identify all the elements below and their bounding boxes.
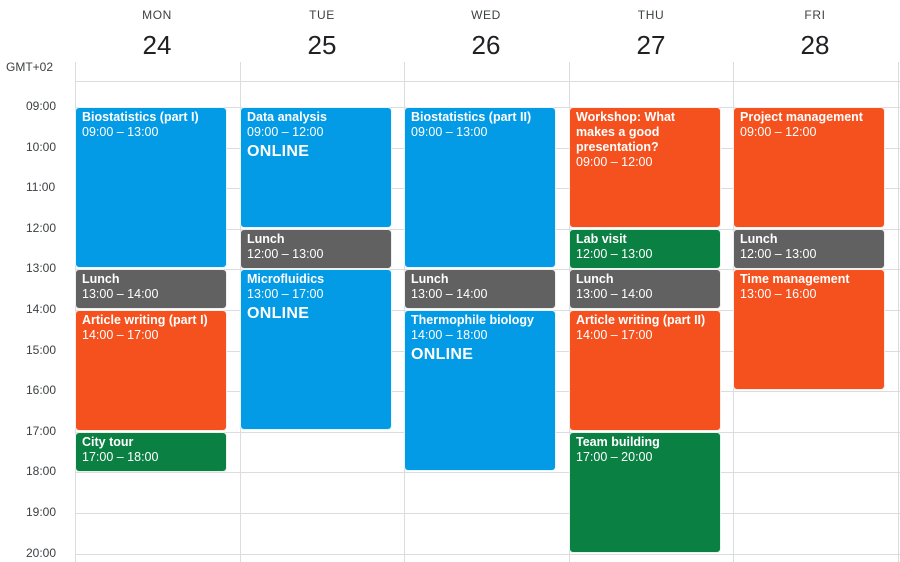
- event-title: Article writing (part I): [82, 313, 208, 327]
- calendar-event[interactable]: Biostatistics (part II) 09:00 – 13:00: [404, 107, 556, 268]
- hour-label: 16:00: [26, 383, 57, 397]
- event-online-badge: ONLINE: [247, 143, 310, 160]
- day-header[interactable]: MON 24: [75, 0, 239, 70]
- event-time: 09:00 – 12:00: [740, 125, 817, 139]
- event-title: Thermophile biology: [411, 313, 534, 327]
- event-time: 09:00 – 13:00: [82, 125, 159, 139]
- event-title: Lunch: [247, 232, 285, 246]
- hour-label: 20:00: [26, 546, 57, 560]
- event-title: Microfluidics: [247, 272, 325, 286]
- event-title: Workshop: What makes a good presentation…: [576, 110, 676, 154]
- hour-label: 14:00: [26, 302, 57, 316]
- event-title: Data analysis: [247, 110, 327, 124]
- event-time: 13:00 – 14:00: [411, 287, 488, 301]
- calendar-event[interactable]: Article writing (part II) 14:00 – 17:00: [569, 310, 721, 431]
- event-title: Time management: [740, 272, 850, 286]
- hour-label: 12:00: [26, 221, 57, 235]
- calendar-event[interactable]: Lunch 12:00 – 13:00: [733, 229, 885, 269]
- hour-label: 15:00: [26, 343, 57, 357]
- hour-label: 13:00: [26, 261, 57, 275]
- day-column-divider: [898, 62, 899, 562]
- hour-label: 19:00: [26, 505, 57, 519]
- event-time: 13:00 – 17:00: [247, 287, 324, 301]
- timezone-label: GMT+02: [6, 60, 54, 74]
- day-header[interactable]: TUE 25: [240, 0, 404, 70]
- day-number[interactable]: 25: [307, 30, 337, 60]
- calendar-event[interactable]: Lunch 13:00 – 14:00: [569, 269, 721, 309]
- event-title: Lunch: [740, 232, 778, 246]
- calendar-event[interactable]: Lab visit 12:00 – 13:00: [569, 229, 721, 269]
- event-time: 12:00 – 13:00: [247, 247, 324, 261]
- day-name: FRI: [804, 8, 826, 22]
- event-title: Team building: [576, 435, 660, 449]
- calendar-event[interactable]: Time management 13:00 – 16:00: [733, 269, 885, 390]
- hour-label: 18:00: [26, 464, 57, 478]
- hour-label: 17:00: [26, 424, 57, 438]
- hour-label: 09:00: [26, 99, 57, 113]
- hour-gridline: [75, 554, 900, 555]
- event-time: 13:00 – 14:00: [82, 287, 159, 301]
- event-title: Lunch: [411, 272, 449, 286]
- event-time: 09:00 – 12:00: [576, 155, 653, 169]
- hour-label: 11:00: [26, 180, 56, 194]
- day-name: TUE: [309, 8, 335, 22]
- event-title: Biostatistics (part I): [82, 110, 199, 124]
- event-title: City tour: [82, 435, 134, 449]
- calendar-event[interactable]: Data analysis 09:00 – 12:00 ONLINE: [240, 107, 392, 228]
- calendar-event[interactable]: Workshop: What makes a good presentation…: [569, 107, 721, 228]
- day-header[interactable]: WED 26: [404, 0, 568, 70]
- event-time: 14:00 – 17:00: [576, 328, 653, 342]
- event-time: 12:00 – 13:00: [576, 247, 653, 261]
- event-time: 14:00 – 17:00: [82, 328, 159, 342]
- event-time: 09:00 – 12:00: [247, 125, 324, 139]
- event-time: 12:00 – 13:00: [740, 247, 817, 261]
- calendar-event[interactable]: Team building 17:00 – 20:00: [569, 432, 721, 553]
- calendar-event[interactable]: Project management 09:00 – 12:00: [733, 107, 885, 228]
- event-title: Article writing (part II): [576, 313, 706, 327]
- event-title: Lab visit: [576, 232, 627, 246]
- event-title: Biostatistics (part II): [411, 110, 532, 124]
- calendar-event[interactable]: Thermophile biology 14:00 – 18:00 ONLINE: [404, 310, 556, 471]
- event-title: Lunch: [82, 272, 120, 286]
- calendar-event[interactable]: Lunch 13:00 – 14:00: [75, 269, 227, 309]
- day-number[interactable]: 28: [800, 30, 830, 60]
- day-number[interactable]: 27: [636, 30, 666, 60]
- event-title: Lunch: [576, 272, 614, 286]
- day-header[interactable]: FRI 28: [733, 0, 897, 70]
- header-divider: [75, 81, 900, 82]
- calendar-event[interactable]: Microfluidics 13:00 – 17:00 ONLINE: [240, 269, 392, 430]
- event-online-badge: ONLINE: [247, 305, 310, 322]
- day-name: MON: [142, 8, 172, 22]
- event-time: 09:00 – 13:00: [411, 125, 488, 139]
- calendar-event[interactable]: Article writing (part I) 14:00 – 17:00: [75, 310, 227, 431]
- day-number[interactable]: 26: [471, 30, 501, 60]
- day-name: WED: [471, 8, 501, 22]
- event-time: 13:00 – 16:00: [740, 287, 817, 301]
- day-header[interactable]: THU 27: [569, 0, 733, 70]
- event-time: 14:00 – 18:00: [411, 328, 488, 342]
- event-online-badge: ONLINE: [411, 346, 474, 363]
- day-name: THU: [637, 8, 665, 22]
- calendar-event[interactable]: Biostatistics (part I) 09:00 – 13:00: [75, 107, 227, 268]
- calendar-event[interactable]: Lunch 12:00 – 13:00: [240, 229, 392, 269]
- event-time: 13:00 – 14:00: [576, 287, 653, 301]
- hour-gridline: [75, 472, 900, 473]
- day-number[interactable]: 24: [142, 30, 172, 60]
- event-time: 17:00 – 20:00: [576, 450, 653, 464]
- event-title: Project management: [740, 110, 863, 124]
- hour-gridline: [75, 513, 900, 514]
- calendar-event[interactable]: Lunch 13:00 – 14:00: [404, 269, 556, 309]
- calendar-event[interactable]: City tour 17:00 – 18:00: [75, 432, 227, 472]
- hour-label: 10:00: [26, 140, 57, 154]
- event-time: 17:00 – 18:00: [82, 450, 159, 464]
